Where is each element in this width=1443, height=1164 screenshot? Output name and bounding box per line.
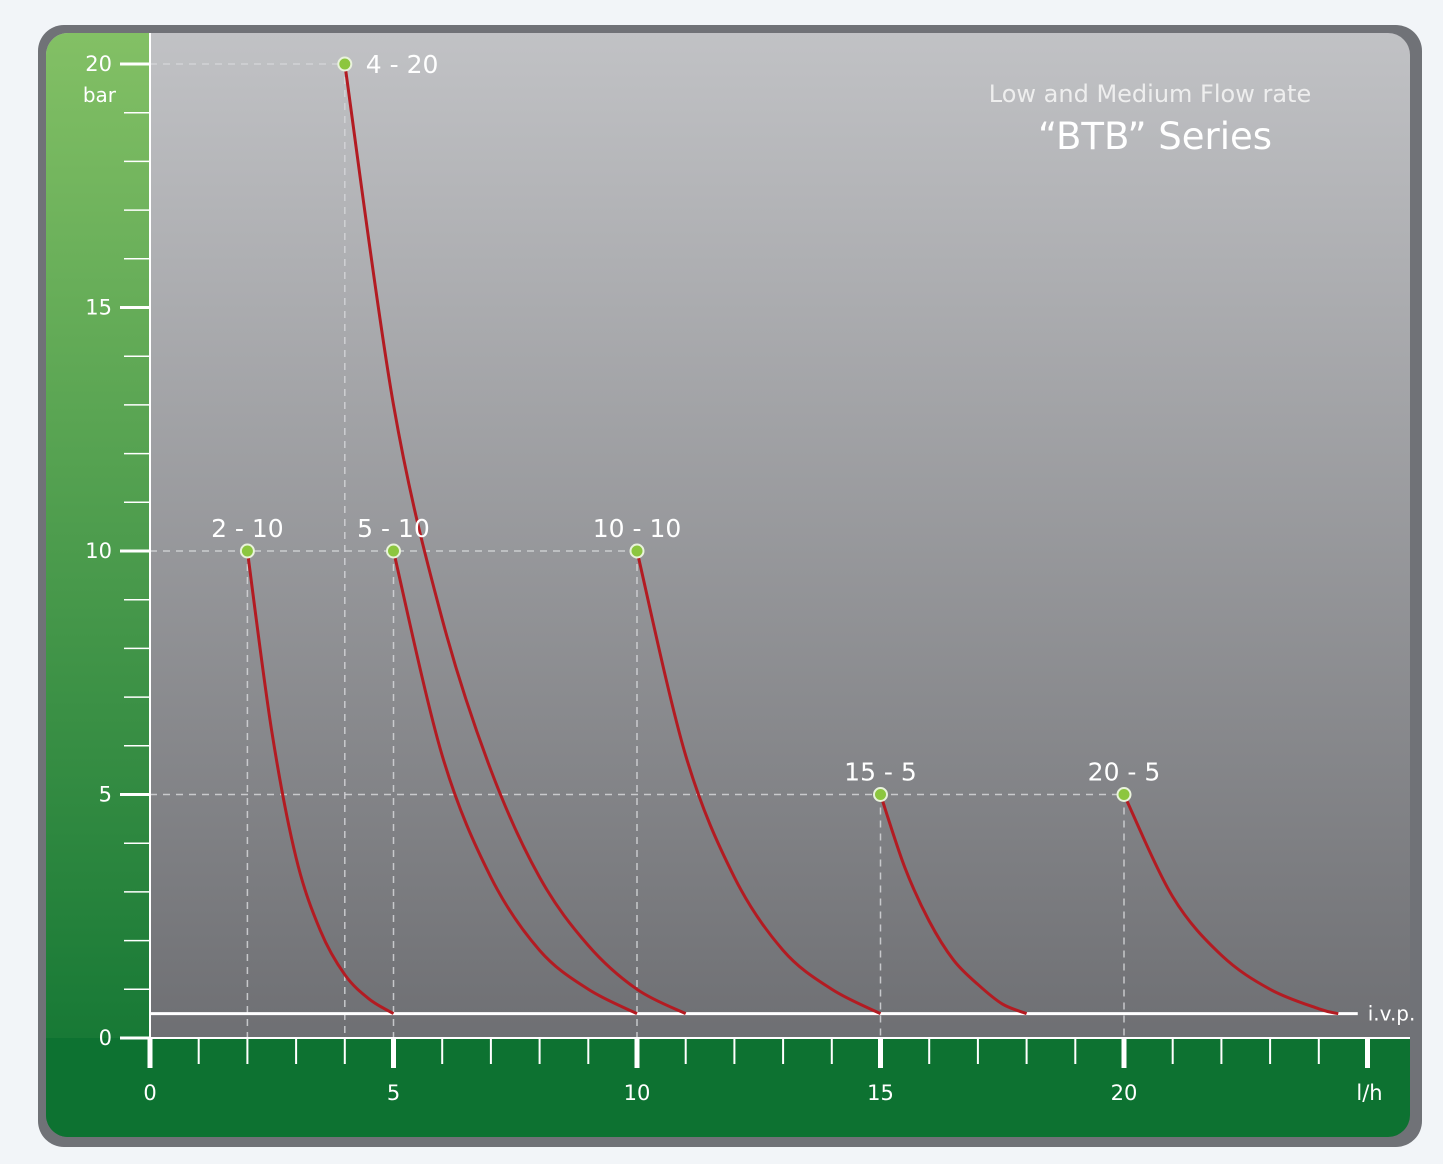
- guide-lines: [150, 63, 1125, 1038]
- rated-point-marker: [239, 543, 255, 559]
- chart-frame: 0 5 10 15 20 bar 0 5 10 15 20 l/h i.v.p. 2 - 10 4 - 2…: [38, 25, 1422, 1147]
- axes: 0 5 10 15 20 bar 0 5 10 15 20 l/h i.v.p.: [83, 33, 1416, 1105]
- series-label: 5 - 10: [357, 514, 430, 543]
- curve-2-10: [245, 550, 395, 1015]
- y-tick-label: 10: [85, 539, 112, 563]
- rated-point-marker: [1116, 787, 1132, 802]
- x-tick-label: 10: [624, 1081, 651, 1105]
- curve-5-10: [392, 550, 638, 1015]
- curves: [245, 63, 1339, 1016]
- rated-points: 2 - 10 4 - 20 5 - 10 10 - 10 15 - 5 20 - 5: [211, 50, 1161, 802]
- curve-4-20: [343, 63, 687, 1015]
- rated-point-marker: [629, 543, 645, 559]
- series-label: 4 - 20: [366, 50, 439, 79]
- x-tick-label: 20: [1111, 1081, 1138, 1105]
- y-axis-label: bar: [83, 83, 117, 107]
- curve-10-10: [635, 550, 882, 1015]
- plot-background: [46, 33, 1410, 1137]
- y-tick-label: 5: [99, 783, 112, 807]
- curve-15-5: [879, 794, 1028, 1016]
- curve-20-5: [1122, 793, 1339, 1016]
- series-label: 2 - 10: [211, 514, 284, 543]
- x-tick-label: 15: [867, 1081, 894, 1105]
- y-tick-label: 15: [85, 296, 112, 320]
- x-tick-label: 5: [387, 1081, 400, 1105]
- rated-point-marker: [873, 787, 888, 802]
- ivp-label: i.v.p.: [1368, 1002, 1416, 1026]
- y-tick-label: 20: [85, 52, 112, 76]
- x-axis-band: [46, 1038, 1410, 1137]
- series-label: 10 - 10: [593, 514, 682, 543]
- rated-point-marker: [337, 56, 353, 72]
- chart-subtitle: “BTB” Series: [1038, 115, 1272, 158]
- y-axis-band: [46, 33, 150, 1137]
- series-label: 15 - 5: [844, 758, 917, 787]
- x-axis-label: l/h: [1356, 1081, 1382, 1105]
- x-tick-label: 0: [143, 1081, 156, 1105]
- series-label: 20 - 5: [1088, 758, 1161, 787]
- chart-title: Low and Medium Flow rate: [989, 80, 1311, 108]
- y-tick-label: 0: [99, 1026, 112, 1050]
- rated-point-marker: [386, 543, 401, 559]
- pressure-flow-chart: 0 5 10 15 20 bar 0 5 10 15 20 l/h i.v.p. 2 - 10 4 - 2…: [46, 33, 1416, 1137]
